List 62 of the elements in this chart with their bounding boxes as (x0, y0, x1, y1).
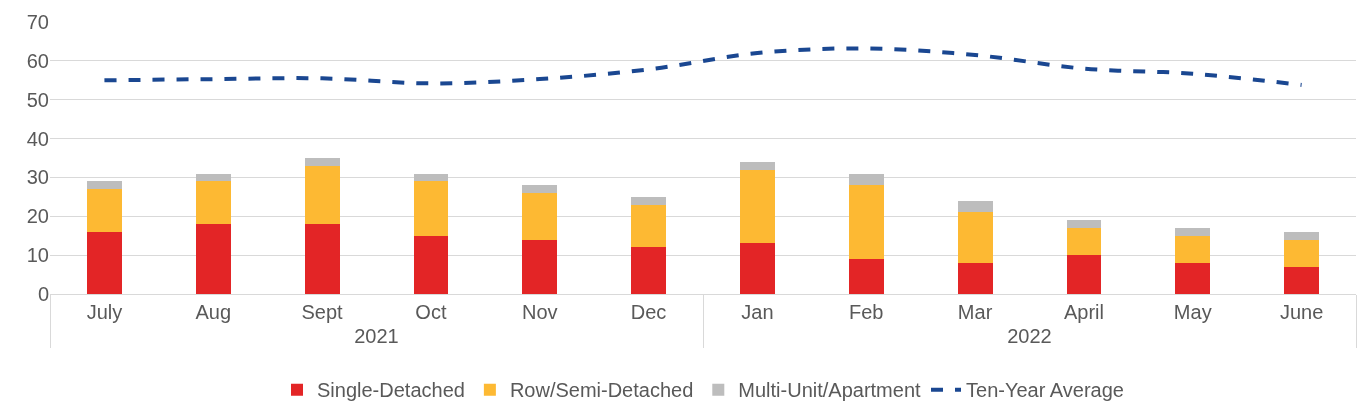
bar (740, 161, 775, 170)
legend-label: Single-Detached (317, 379, 465, 402)
text: 2021 (354, 325, 399, 347)
y-tick-label: 0 (37, 283, 49, 305)
bar (740, 243, 775, 294)
bar (1066, 227, 1102, 256)
bar (631, 247, 666, 294)
bar (740, 169, 775, 244)
bar (848, 259, 884, 294)
x-tick-label: Jan (741, 301, 774, 323)
bar (1284, 239, 1319, 267)
bar (1066, 220, 1102, 228)
bar (1284, 266, 1319, 294)
x-tick-label: Dec (630, 301, 667, 323)
y-tick-label: 20 (26, 205, 49, 228)
bar (195, 181, 231, 225)
bar (1175, 227, 1211, 236)
bar (413, 181, 449, 236)
x-tick-label: Nov (521, 301, 558, 323)
bar (1284, 231, 1319, 240)
x-tick-label: April (1063, 301, 1104, 323)
x-tick-label: July (86, 301, 123, 323)
y-tick-label: 40 (26, 127, 49, 150)
x-tick-label: June (1279, 301, 1324, 323)
bar (304, 165, 340, 225)
bar (522, 239, 558, 294)
y-tick-label: 50 (26, 88, 49, 111)
x-tick-label: Sept (301, 301, 344, 323)
y-tick-label: 10 (26, 244, 49, 267)
x-tick-label: Oct (415, 301, 447, 323)
legend-label: Ten-Year Average (966, 379, 1124, 402)
bar (631, 196, 666, 205)
bar (195, 173, 231, 182)
bar (957, 200, 993, 213)
bar (1175, 235, 1211, 263)
bar (848, 173, 884, 186)
bar (1066, 255, 1102, 294)
y-tick-label: 60 (26, 49, 49, 72)
y-tick-label: 70 (26, 11, 49, 33)
bar (848, 185, 884, 260)
bar (631, 204, 666, 248)
x-tick-label: May (1173, 301, 1212, 323)
bar (304, 224, 340, 294)
legend-label: Multi-Unit/Apartment (738, 379, 922, 402)
bar (1175, 262, 1211, 294)
y-tick-label: 30 (26, 166, 49, 189)
bar (957, 262, 993, 294)
legend-label: Row/Semi-Detached (509, 379, 694, 402)
x-tick-label: Mar (957, 301, 993, 323)
bar (87, 181, 122, 190)
bar (522, 185, 558, 193)
text: 2022 (1007, 325, 1052, 347)
bar (304, 158, 340, 166)
bar (957, 212, 993, 263)
x-tick-label: Aug (195, 301, 232, 323)
bar (413, 235, 449, 294)
x-tick-label: Feb (849, 301, 884, 323)
bar (87, 231, 122, 294)
bar (87, 189, 122, 232)
bar (195, 224, 231, 294)
line-series (102, 46, 1304, 87)
bar (522, 192, 558, 240)
